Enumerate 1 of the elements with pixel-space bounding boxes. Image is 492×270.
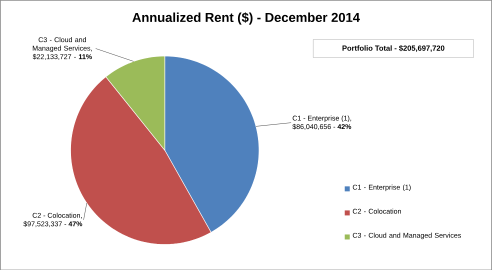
chart-title: Annualized Rent ($) - December 2014 <box>132 12 360 24</box>
